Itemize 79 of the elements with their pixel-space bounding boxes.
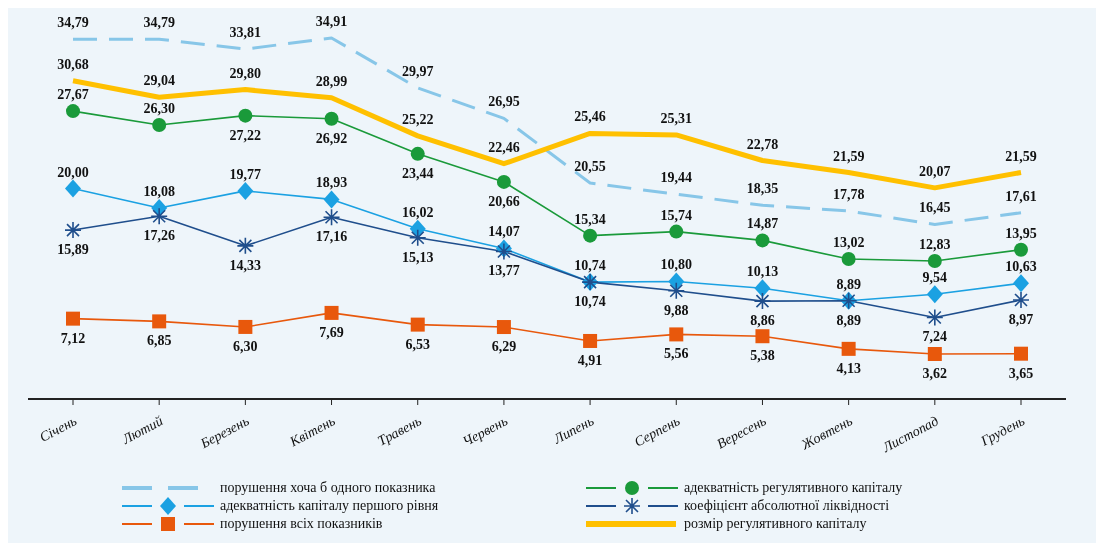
data-label: 26,30: [143, 100, 175, 116]
data-label: 10,63: [1005, 259, 1037, 275]
data-label: 6,85: [146, 333, 172, 349]
data-label: 10,74: [574, 294, 606, 310]
data-label: 26,95: [488, 94, 520, 110]
legend-label: розмір регулятивного капіталу: [684, 516, 867, 532]
data-label: 15,34: [574, 211, 606, 227]
data-label: 14,33: [229, 257, 262, 273]
data-label: 9,54: [922, 270, 948, 286]
data-label: 10,80: [660, 257, 693, 273]
data-label: 14,87: [746, 216, 779, 232]
data-label: 19,44: [660, 170, 693, 186]
data-label: 4,91: [577, 352, 603, 368]
legend-label: порушення всіх показників: [220, 516, 383, 532]
data-label: 15,13: [401, 249, 434, 265]
data-label: 4,13: [836, 360, 861, 376]
data-label: 7,24: [922, 329, 948, 345]
data-label: 25,31: [660, 110, 693, 126]
data-label: 27,22: [229, 127, 262, 143]
data-label: 18,93: [315, 175, 348, 191]
data-label: 15,89: [57, 242, 89, 258]
data-label: 5,56: [664, 346, 689, 362]
data-label: 5,38: [750, 348, 775, 364]
data-label: 27,67: [57, 87, 89, 103]
data-label: 22,46: [488, 139, 520, 155]
data-label: 34,91: [315, 14, 348, 29]
data-label: 9,88: [664, 302, 689, 318]
data-label: 29,80: [229, 65, 262, 81]
data-label: 7,12: [60, 330, 86, 346]
legend-label: адекватність капіталу першого рівня: [220, 498, 439, 514]
data-label: 19,77: [229, 166, 262, 182]
data-label: 6,53: [405, 336, 430, 352]
data-label: 22,78: [746, 136, 779, 152]
data-label: 8,86: [750, 313, 775, 329]
legend-label: коефіцієнт абсолютної ліквідності: [684, 498, 890, 514]
data-label: 20,00: [57, 164, 89, 180]
data-label: 20,55: [574, 159, 606, 175]
data-label: 16,45: [919, 200, 951, 216]
data-label: 16,02: [401, 204, 434, 220]
data-label: 20,07: [919, 163, 951, 179]
data-label: 23,44: [401, 165, 434, 181]
data-label: 25,22: [401, 111, 434, 127]
data-label: 21,59: [832, 148, 865, 164]
data-label: 13,95: [1005, 225, 1037, 241]
data-label: 34,79: [57, 15, 89, 31]
data-label: 3,65: [1008, 365, 1034, 381]
data-label: 8,89: [836, 312, 861, 328]
data-label: 17,78: [832, 187, 865, 202]
data-label: 10,13: [746, 264, 779, 280]
data-label: 21,59: [1005, 148, 1037, 164]
data-label: 12,83: [919, 236, 951, 252]
data-label: 26,92: [315, 130, 348, 146]
data-label: 14,07: [488, 224, 520, 240]
legend-label: адекватність регулятивного капіталу: [684, 480, 903, 496]
data-label: 8,89: [836, 276, 861, 292]
data-label: 28,99: [315, 73, 348, 89]
data-label: 13,77: [488, 263, 520, 279]
data-label: 25,46: [574, 109, 606, 125]
data-label: 17,61: [1005, 188, 1037, 204]
data-label: 10,74: [574, 258, 606, 274]
data-label: 6,30: [233, 338, 258, 354]
data-label: 6,29: [491, 339, 517, 355]
data-label: 30,68: [57, 56, 89, 72]
data-label: 20,66: [488, 193, 520, 209]
data-label: 33,81: [229, 25, 262, 41]
x-tick-label: Січень: [37, 413, 80, 445]
data-label: 34,79: [143, 15, 175, 31]
data-label: 18,35: [746, 181, 779, 197]
data-label: 18,08: [143, 183, 175, 199]
data-label: 17,26: [143, 228, 175, 244]
legend-label: порушення хоча б одного показника: [220, 480, 436, 496]
data-label: 17,16: [315, 229, 348, 245]
data-label: 29,04: [143, 73, 175, 89]
data-label: 3,62: [922, 366, 948, 381]
data-label: 29,97: [401, 63, 434, 79]
data-label: 15,74: [660, 207, 693, 223]
data-label: 13,02: [832, 235, 865, 251]
data-label: 7,69: [319, 324, 344, 340]
data-label: 8,97: [1008, 311, 1034, 327]
